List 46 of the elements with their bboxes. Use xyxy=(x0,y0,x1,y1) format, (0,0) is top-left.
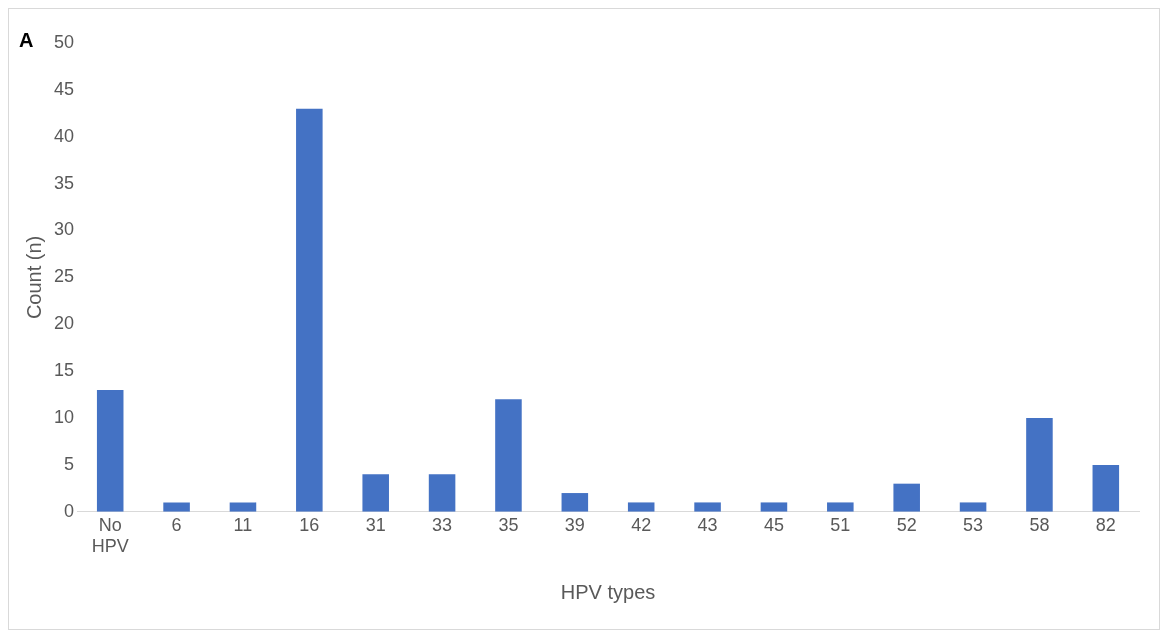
y-tick-label: 45 xyxy=(53,78,75,99)
y-tick-label: 25 xyxy=(53,266,75,287)
y-tick-label: 40 xyxy=(53,125,75,146)
x-tick-label: 31 xyxy=(365,514,386,535)
bar xyxy=(760,502,788,512)
bar xyxy=(1092,464,1120,512)
x-tick-label: 42 xyxy=(631,514,652,535)
bar xyxy=(428,474,456,512)
bar xyxy=(827,502,854,512)
x-tick-label: 39 xyxy=(564,514,585,535)
y-axis-title: Count (n) xyxy=(22,235,45,320)
bar xyxy=(561,493,589,512)
x-tick-label: 58 xyxy=(1029,514,1050,535)
bar xyxy=(959,502,987,512)
x-tick-label: 52 xyxy=(896,514,917,535)
x-tick-label: 43 xyxy=(697,514,718,535)
y-tick-label: 15 xyxy=(53,360,75,381)
chart-title: A xyxy=(19,28,34,51)
bar xyxy=(627,502,655,512)
y-tick-label: 10 xyxy=(53,407,75,428)
y-tick-label: 50 xyxy=(53,31,75,52)
bar xyxy=(163,502,190,512)
y-tick-label: 0 xyxy=(64,500,75,521)
x-tick-label: 51 xyxy=(830,514,851,535)
bar xyxy=(362,474,389,512)
bar xyxy=(96,389,124,512)
x-tick-label: 53 xyxy=(963,514,984,535)
x-axis-title: HPV types xyxy=(560,580,656,603)
y-tick-label: 5 xyxy=(64,453,75,474)
bar xyxy=(495,399,522,512)
x-tick-label: 82 xyxy=(1095,514,1116,535)
bar xyxy=(893,483,920,512)
x-tick-label: 35 xyxy=(498,514,519,535)
bar xyxy=(296,108,323,512)
y-tick-label: 35 xyxy=(53,172,75,193)
x-tick-label: No HPV xyxy=(91,514,129,557)
x-tick-label: 6 xyxy=(171,514,182,535)
bar xyxy=(229,502,257,512)
bar xyxy=(694,502,721,512)
x-tick-label: 33 xyxy=(432,514,453,535)
bar xyxy=(1026,418,1053,512)
x-tick-label: 45 xyxy=(763,514,784,535)
y-tick-label: 30 xyxy=(53,219,75,240)
y-tick-label: 20 xyxy=(53,313,75,334)
x-tick-label: 16 xyxy=(299,514,320,535)
x-tick-label: 11 xyxy=(233,514,253,535)
